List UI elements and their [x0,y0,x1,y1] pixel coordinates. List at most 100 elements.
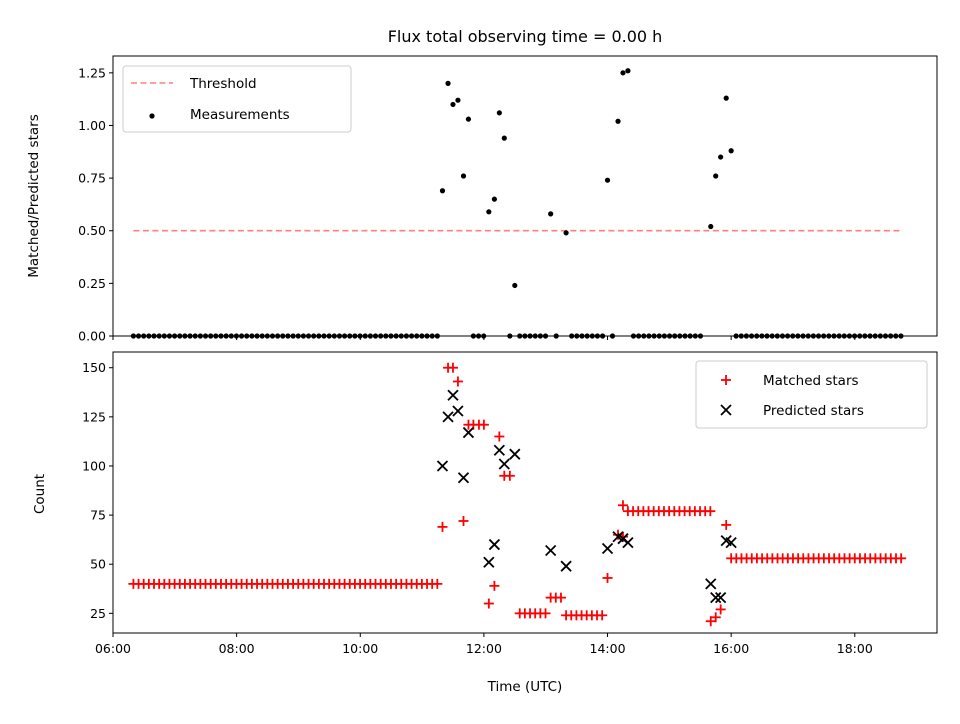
cross-b [725,536,737,549]
measurement-point [290,333,296,339]
bottom-ytick-label: 125 [82,409,106,424]
bottom-legend-box [695,360,928,429]
measurement-point [398,333,404,339]
measurement-point [486,209,492,215]
predicted-star-point [725,536,737,549]
measurement-point [481,333,487,339]
bottom-ytick-label: 25 [90,606,106,621]
top-legend: Threshold Measurements [122,65,352,133]
top-ytick-label: 0.00 [78,329,106,344]
top-legend-box [122,65,352,133]
measurement-point [347,333,353,339]
measurement-point [218,333,224,339]
measurement-point [641,333,647,339]
predicted-star-point [560,560,572,572]
measurement-point [826,333,832,339]
predicted-star-point [545,544,557,557]
measurement-point [609,333,616,339]
predicted-star-point [447,389,459,401]
measurement-point [166,333,173,339]
measurement-point [419,333,425,339]
measurement-point [202,333,209,339]
predicted-star-point [452,405,464,417]
measurement-point [754,333,760,339]
measurement-point [836,333,842,339]
matched-star-point [555,592,566,603]
measurement-point [574,333,580,339]
measurement-point [264,333,270,339]
measurement-point [661,333,667,339]
measurement-point [275,333,281,339]
measurement-point [403,333,410,339]
measurement-point [877,333,883,339]
measurement-point [357,333,363,339]
measurement-point [280,333,286,339]
measurement-point [244,333,250,339]
matched-star-point [597,610,608,621]
matched-star-point [617,531,628,542]
measurement-point [800,333,806,339]
measurement-point [305,333,312,339]
measurement-point [434,333,440,339]
measurement-point [713,173,719,179]
legend-matched-swatch [721,375,731,385]
cross-b [720,535,732,547]
measurement-point [646,333,652,339]
bottom-ytick-label: 50 [90,557,106,572]
cross-b [442,411,454,423]
matched-star-point [494,431,505,442]
measurement-point [295,333,301,339]
predicted-star-point [457,472,470,484]
measurement-point [620,70,626,76]
matched-star-point [540,608,551,619]
measurement-point [898,333,904,339]
bottom-panel: 25 50 75 100 125 150 06:00 08:00 10:00 12:00 14:00… [82,351,938,656]
measurement-point [636,333,642,339]
measurement-point [326,333,332,339]
measurement-point [336,333,343,339]
measurement-point [285,333,291,339]
measurement-point [321,333,327,339]
top-ytick-label: 1.25 [78,65,106,80]
measurement-point [764,333,770,339]
measurement-point [393,333,399,339]
cross-b [498,458,510,470]
cross-b [452,405,464,417]
measurement-point [553,333,559,339]
measurement-point [542,333,549,339]
measurement-point [672,333,678,339]
measurement-point [748,333,755,339]
matched-star-point [483,598,494,609]
measurement-point [439,188,446,194]
measurement-point [563,230,569,236]
measurement-point [882,333,889,339]
measurement-point [821,333,827,339]
measurement-point [630,333,637,339]
measurement-point [651,333,657,339]
measurement-point [156,333,162,339]
measurement-point [604,177,611,183]
measurement-point [383,333,389,339]
measurement-point [537,333,543,339]
measurement-point [367,333,373,339]
measurement-point [569,333,575,339]
bottom-ytick-label: 75 [90,508,106,523]
measurement-point [172,333,178,339]
measurement-point [517,333,523,339]
matched-star-point [437,521,448,532]
measurement-point [867,333,873,339]
measurement-point [300,333,306,339]
cross-b [720,404,732,416]
measurement-point [311,333,317,339]
matched-star-point [602,572,613,583]
measurement-point [851,333,858,339]
measurement-point [408,333,415,339]
measurement-point [331,333,337,339]
cross-b [705,578,717,590]
measurement-point [656,333,662,339]
cross-b [509,448,521,460]
matched-star-point [478,419,489,430]
legend-predicted-label: Predicted stars [763,403,864,419]
cross-b [447,389,459,401]
measurement-point [810,333,816,339]
